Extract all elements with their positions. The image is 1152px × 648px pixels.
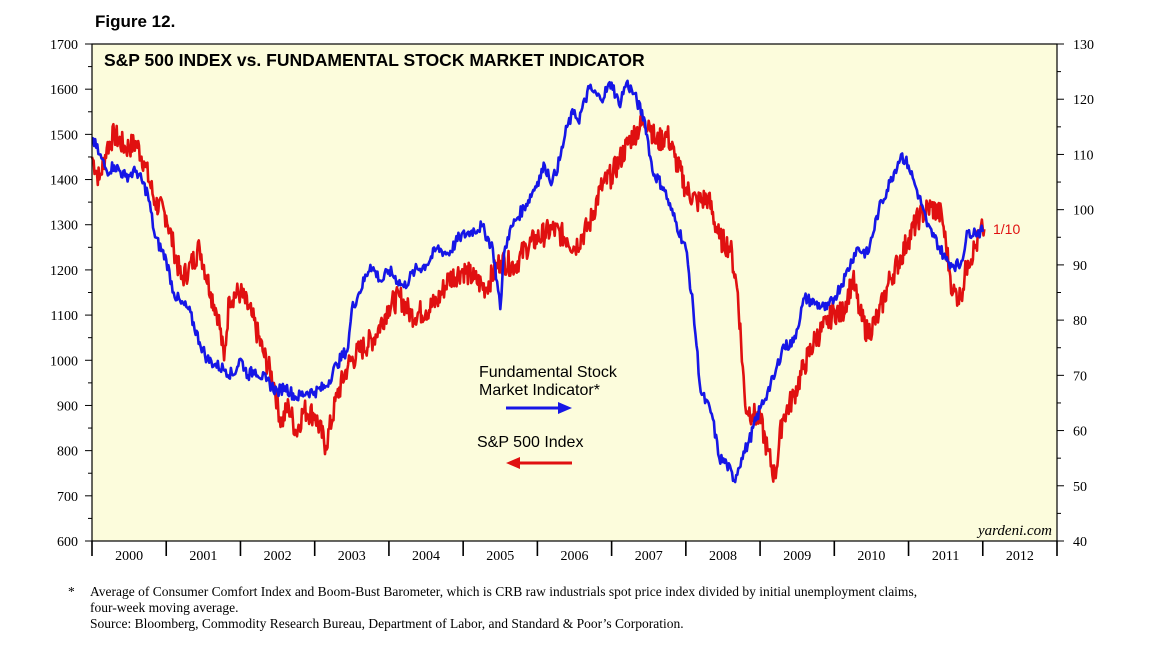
axes-layer: 600 700 800 900 1000 1100 1200 1300 1400 1500 1600… xyxy=(50,38,1094,564)
x-axis-tick-label: 2011 xyxy=(932,549,959,564)
left-axis-tick-label: 1100 xyxy=(51,309,78,324)
left-axis-tick-label: 900 xyxy=(57,399,78,414)
footnote-source: Source: Bloomberg, Commodity Research Bu… xyxy=(90,616,684,631)
left-axis-tick-label: 800 xyxy=(57,445,78,460)
left-axis-tick-label: 1000 xyxy=(50,354,78,369)
legend-sp500-arrow-head xyxy=(506,457,520,469)
legend-fundamental-label-line2: Market Indicator* xyxy=(479,382,600,399)
left-axis-tick-label: 700 xyxy=(57,490,78,505)
x-axis-tick-label: 2000 xyxy=(115,549,143,564)
left-axis-tick-label: 1400 xyxy=(50,174,78,189)
left-axis-tick-label: 1600 xyxy=(50,83,78,98)
x-axis-tick-label: 2001 xyxy=(189,549,217,564)
x-axis-tick-label: 2004 xyxy=(412,549,440,564)
right-axis-tick-label: 90 xyxy=(1073,259,1087,274)
right-axis-tick-label: 40 xyxy=(1073,535,1087,550)
x-axis-tick-label: 2003 xyxy=(338,549,366,564)
right-axis-tick-label: 80 xyxy=(1073,314,1087,329)
right-axis-tick-label: 120 xyxy=(1073,93,1094,108)
footnote-definition: * Average of Consumer Comfort Index and B… xyxy=(68,584,917,600)
x-axis-tick-label: 2009 xyxy=(783,549,811,564)
right-axis-tick-label: 100 xyxy=(1073,204,1094,219)
footnote-line-2: four-week moving average. xyxy=(90,600,239,615)
figure-label: Figure 12. xyxy=(95,12,176,31)
x-axis-tick-label: 2007 xyxy=(635,549,663,564)
sp500-series-line xyxy=(90,115,986,483)
right-axis-tick-label: 50 xyxy=(1073,480,1087,495)
latest-value-label: 1/10 xyxy=(993,221,1020,237)
series-layer xyxy=(90,79,986,484)
plot-background xyxy=(92,44,1057,541)
x-axis-tick-label: 2002 xyxy=(264,549,292,564)
left-axis-tick-label: 1700 xyxy=(50,38,78,53)
left-axis-tick-label: 1200 xyxy=(50,264,78,279)
left-axis-tick-label: 1500 xyxy=(50,128,78,143)
x-axis-tick-label: 2010 xyxy=(857,549,885,564)
left-axis-tick-label: 600 xyxy=(57,535,78,550)
footnote-line-1: Average of Consumer Comfort Index and Bo… xyxy=(90,584,918,599)
left-axis-tick-label: 1300 xyxy=(50,219,78,234)
chart-title: S&P 500 INDEX vs. FUNDAMENTAL STOCK MARK… xyxy=(104,50,645,70)
x-axis-tick-label: 2005 xyxy=(486,549,514,564)
x-axis-tick-label: 2012 xyxy=(1006,549,1034,564)
footnote-marker: * xyxy=(68,584,75,599)
right-axis-tick-label: 110 xyxy=(1073,148,1093,163)
right-axis-tick-label: 70 xyxy=(1073,369,1087,384)
watermark: yardeni.com xyxy=(976,523,1052,539)
x-axis-tick-label: 2006 xyxy=(561,549,589,564)
x-axis-tick-label: 2008 xyxy=(709,549,737,564)
legend-fundamental-label-line1: Fundamental Stock xyxy=(479,364,618,381)
legend-fundamental-arrow-head xyxy=(558,402,572,414)
fundamental-indicator-series-line xyxy=(91,79,985,484)
legend-sp500-label: S&P 500 Index xyxy=(477,434,583,451)
right-axis-tick-label: 130 xyxy=(1073,38,1094,53)
right-axis-tick-label: 60 xyxy=(1073,425,1087,440)
